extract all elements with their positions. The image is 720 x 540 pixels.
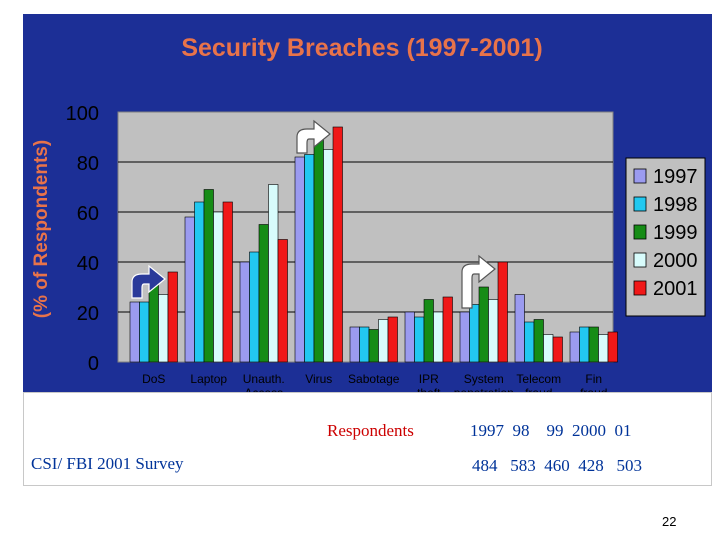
bar-1997: [239, 261, 250, 363]
y-tick-label: 100: [66, 103, 99, 125]
highlight-arrow: [131, 264, 166, 299]
x-tick-label: Sabotage: [348, 372, 400, 386]
bar-1997: [129, 301, 140, 363]
bar-2001: [387, 316, 398, 363]
bar-1997: [569, 331, 580, 363]
bar-1999: [478, 286, 489, 363]
bar-1998: [524, 321, 535, 363]
x-tick-label: Unauth.: [243, 372, 285, 386]
y-axis-ticks: 0 20 40 60 80 100: [66, 103, 99, 375]
page-number: 22: [662, 514, 677, 529]
bar-2000: [488, 299, 499, 363]
x-tick-label: Telecom: [516, 372, 561, 386]
y-tick-label: 80: [77, 153, 99, 175]
x-tick-label: Virus: [305, 372, 332, 386]
legend-label: 2001: [653, 278, 698, 300]
bar-2001: [497, 261, 508, 363]
legend-swatch: [633, 224, 647, 240]
legend-swatch: [633, 252, 647, 268]
highlight-arrow: [461, 254, 496, 309]
legend-swatch: [633, 196, 647, 212]
bar-1999: [588, 326, 599, 363]
y-tick-label: 20: [77, 303, 99, 325]
bar-1998: [304, 154, 315, 363]
bar-1999: [313, 136, 324, 363]
highlight-arrow: [296, 119, 331, 154]
x-tick-label: DoS: [142, 372, 165, 386]
bar-2001: [442, 296, 453, 363]
bar-2000: [323, 149, 334, 363]
bar-1998: [469, 304, 480, 363]
bar-1997: [349, 326, 360, 363]
respondents-counts: 484 583 460 428 503: [472, 456, 642, 475]
bar-1999: [148, 284, 159, 363]
bar-1998: [194, 201, 205, 363]
survey-source: CSI/ FBI 2001 Survey: [31, 454, 184, 473]
bar-1998: [579, 326, 590, 363]
bar-2000: [598, 334, 609, 363]
bar-2001: [332, 126, 343, 363]
bar-1998: [359, 326, 370, 363]
bar-2000: [433, 311, 444, 363]
bar-2000: [213, 211, 224, 363]
bar-1998: [249, 251, 260, 363]
y-tick-label: 0: [88, 353, 99, 375]
x-tick-label: Fin: [585, 372, 602, 386]
bar-2001: [222, 201, 233, 363]
bar-1998: [414, 316, 425, 363]
bar-1997: [404, 311, 415, 363]
bar-2000: [378, 319, 389, 363]
bar-1997: [459, 311, 470, 363]
y-tick-label: 40: [77, 253, 99, 275]
y-axis-label: (% of Respondents): [31, 140, 52, 318]
legend-label: 1997: [653, 166, 698, 188]
legend-label: 1999: [653, 222, 698, 244]
legend-swatch: [633, 168, 647, 184]
bar-1997: [294, 156, 305, 363]
chart-title: Security Breaches (1997-2001): [181, 34, 542, 62]
bars: [129, 126, 618, 363]
bar-1999: [533, 319, 544, 363]
legend-label: 1998: [653, 194, 698, 216]
bar-1997: [184, 216, 195, 363]
x-tick-label: System: [464, 372, 504, 386]
y-tick-label: 60: [77, 203, 99, 225]
legend: 1997 1998 1999 2000 2001: [625, 157, 706, 317]
highlight-arrows: [131, 119, 496, 309]
x-tick-label: IPR: [419, 372, 439, 386]
respondents-box: Respondents 1997 98 99 2000 01 484 583 4…: [23, 392, 712, 486]
x-tick-label: Laptop: [190, 372, 227, 386]
legend-swatch: [633, 280, 647, 296]
bar-1997: [514, 294, 525, 363]
bar-1999: [423, 299, 434, 363]
bar-2001: [607, 331, 618, 363]
bar-1998: [139, 301, 150, 363]
bar-2001: [277, 239, 288, 363]
legend-label: 2000: [653, 250, 698, 272]
bar-2000: [158, 294, 169, 363]
respondents-label: Respondents: [327, 421, 414, 440]
bar-1999: [203, 189, 214, 363]
bar-2001: [552, 336, 563, 363]
bar-1999: [258, 224, 269, 363]
bar-1999: [368, 329, 379, 363]
bar-2000: [268, 184, 279, 363]
bar-2001: [167, 271, 178, 363]
bar-2000: [543, 334, 554, 363]
respondents-years: 1997 98 99 2000 01: [470, 421, 632, 440]
